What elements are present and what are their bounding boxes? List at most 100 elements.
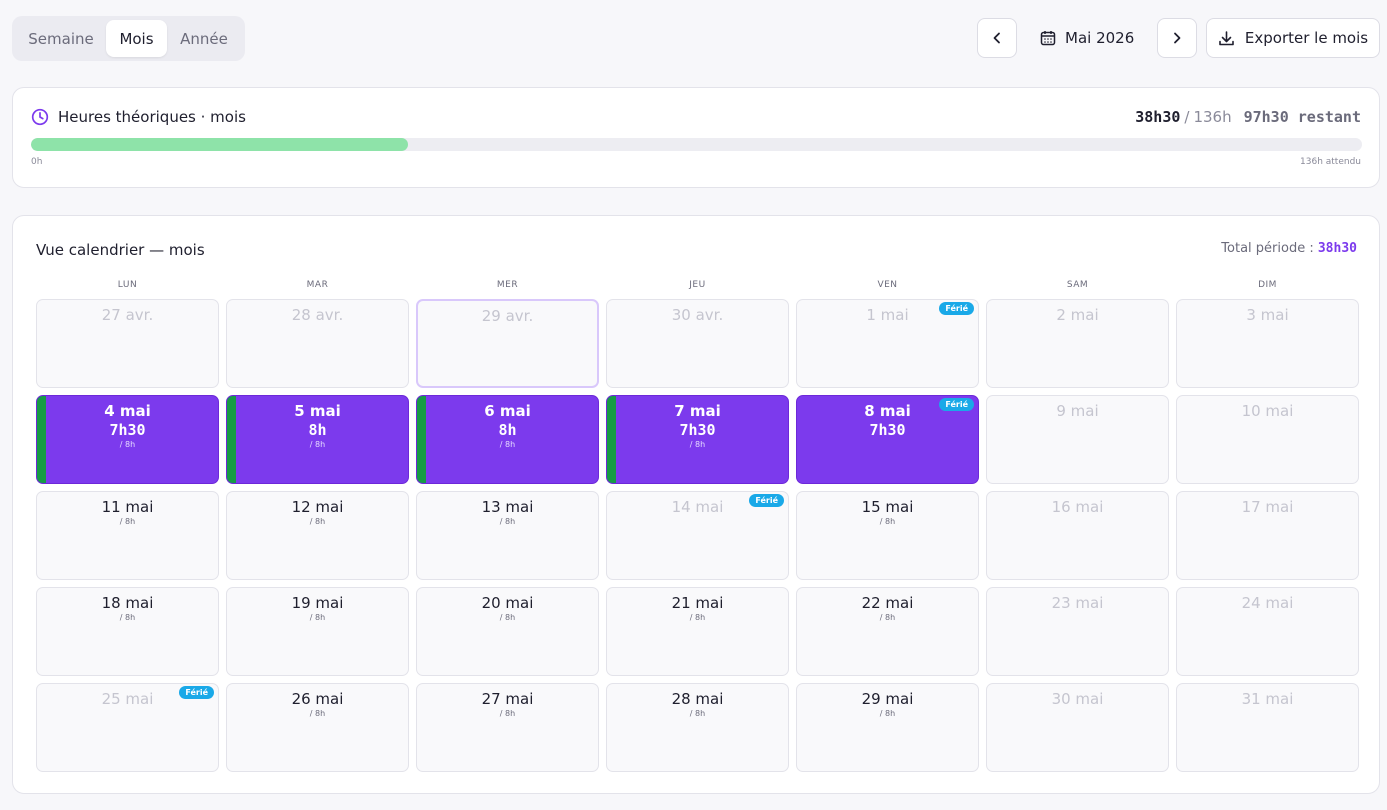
calendar-day[interactable]: Férié 1 mai — [796, 299, 979, 388]
day-date: 28 avr. — [291, 306, 344, 324]
calendar-title: Vue calendrier — mois — [36, 241, 205, 259]
day-date: 8 mai — [864, 402, 911, 420]
day-target: / 8h — [689, 613, 706, 622]
hours-total: 136h — [1193, 108, 1232, 126]
holiday-badge: Férié — [749, 494, 784, 507]
calendar-day[interactable]: 26 mai/ 8h — [226, 683, 409, 772]
day-date: 16 mai — [1051, 498, 1104, 516]
calendar-day[interactable]: Férié 8 mai 7h30 — [796, 395, 979, 484]
view-month-tab[interactable]: Mois — [106, 20, 167, 57]
day-hours: 8h — [308, 421, 327, 439]
day-date: 5 mai — [294, 402, 341, 420]
calendar-day[interactable]: 18 mai/ 8h — [36, 587, 219, 676]
hours-title-text: Heures théoriques · mois — [58, 108, 246, 126]
calendar-day[interactable]: 6 mai 8h/ 8h — [416, 395, 599, 484]
export-month-button[interactable]: Exporter le mois — [1206, 18, 1380, 58]
calendar-day[interactable]: 29 avr. — [416, 299, 599, 388]
weekday-tue: MAR — [306, 280, 329, 290]
day-date: 7 mai — [674, 402, 721, 420]
day-date: 14 mai — [671, 498, 724, 516]
worked-indicator — [607, 396, 616, 483]
next-month-button[interactable] — [1157, 18, 1197, 58]
day-target: / 8h — [879, 613, 896, 622]
calendar-day[interactable]: 28 avr. — [226, 299, 409, 388]
calendar-day[interactable]: 29 mai/ 8h — [796, 683, 979, 772]
hours-progress-fill — [31, 138, 408, 151]
hours-figures: 38h30 / 136h 97h30 restant — [1135, 108, 1361, 126]
holiday-badge: Férié — [179, 686, 214, 699]
period-total-value: 38h30 — [1317, 241, 1357, 256]
weekday-sat: SAM — [1066, 280, 1089, 290]
calendar-day[interactable]: 2 mai — [986, 299, 1169, 388]
day-target: / 8h — [499, 440, 516, 449]
calendar-day[interactable]: Férié 25 mai — [36, 683, 219, 772]
day-date: 17 mai — [1241, 498, 1294, 516]
day-date: 28 mai — [671, 690, 724, 708]
calendar-icon — [1040, 31, 1056, 46]
day-hours: 8h — [498, 421, 517, 439]
calendar-day[interactable]: 19 mai/ 8h — [226, 587, 409, 676]
hours-title: Heures théoriques · mois — [31, 108, 246, 126]
calendar-day[interactable]: 5 mai 8h/ 8h — [226, 395, 409, 484]
calendar-day[interactable]: 28 mai/ 8h — [606, 683, 789, 772]
period-total: Total période : 38h30 — [1221, 241, 1357, 256]
calendar-day[interactable]: 30 avr. — [606, 299, 789, 388]
progress-min-label: 0h — [31, 157, 43, 167]
calendar-card: Vue calendrier — mois Total période : 38… — [12, 215, 1380, 794]
worked-indicator — [417, 396, 426, 483]
period-total-label: Total période : — [1221, 241, 1318, 256]
download-icon — [1219, 30, 1234, 45]
period-label: Mai 2026 — [1040, 18, 1134, 58]
day-date: 13 mai — [481, 498, 534, 516]
calendar-day[interactable]: 21 mai/ 8h — [606, 587, 789, 676]
worked-indicator — [37, 396, 46, 483]
day-date: 30 mai — [1051, 690, 1104, 708]
calendar-day[interactable]: 31 mai — [1176, 683, 1359, 772]
weekday-fri: VEN — [877, 280, 898, 290]
view-year-tab[interactable]: Année — [180, 29, 228, 48]
day-target: / 8h — [689, 440, 706, 449]
day-target: / 8h — [309, 517, 326, 526]
hours-progress-bar — [31, 138, 1362, 151]
calendar-day[interactable]: 27 mai/ 8h — [416, 683, 599, 772]
day-date: 19 mai — [291, 594, 344, 612]
hours-done: 38h30 — [1135, 108, 1181, 126]
calendar-day[interactable]: 22 mai/ 8h — [796, 587, 979, 676]
calendar-day[interactable]: 11 mai/ 8h — [36, 491, 219, 580]
calendar-day[interactable]: 4 mai 7h30/ 8h — [36, 395, 219, 484]
day-date: 3 mai — [1246, 306, 1289, 324]
day-target: / 8h — [879, 517, 896, 526]
calendar-day[interactable]: 23 mai — [986, 587, 1169, 676]
hours-remaining: 97h30 restant — [1243, 108, 1361, 126]
day-date: 21 mai — [671, 594, 724, 612]
calendar-day[interactable]: 12 mai/ 8h — [226, 491, 409, 580]
previous-month-button[interactable] — [977, 18, 1017, 58]
calendar-day[interactable]: 24 mai — [1176, 587, 1359, 676]
period-text: Mai 2026 — [1065, 29, 1135, 47]
day-date: 23 mai — [1051, 594, 1104, 612]
calendar-day[interactable]: 13 mai/ 8h — [416, 491, 599, 580]
view-week-tab[interactable]: Semaine — [28, 29, 94, 48]
calendar-day[interactable]: 20 mai/ 8h — [416, 587, 599, 676]
calendar-day[interactable]: 30 mai — [986, 683, 1169, 772]
calendar-day[interactable]: 3 mai — [1176, 299, 1359, 388]
calendar-day[interactable]: Férié 14 mai — [606, 491, 789, 580]
calendar-day[interactable]: 7 mai 7h30/ 8h — [606, 395, 789, 484]
day-date: 18 mai — [101, 594, 154, 612]
calendar-day[interactable]: 10 mai — [1176, 395, 1359, 484]
calendar-day[interactable]: 15 mai/ 8h — [796, 491, 979, 580]
calendar-day[interactable]: 9 mai — [986, 395, 1169, 484]
calendar-day[interactable]: 17 mai — [1176, 491, 1359, 580]
day-hours: 7h30 — [869, 421, 906, 439]
day-target: / 8h — [309, 613, 326, 622]
chevron-left-icon — [993, 32, 1000, 44]
view-switch: Semaine Mois Année — [12, 16, 245, 61]
day-target: / 8h — [499, 517, 516, 526]
day-target: / 8h — [689, 709, 706, 718]
day-date: 4 mai — [104, 402, 151, 420]
day-date: 12 mai — [291, 498, 344, 516]
calendar-day[interactable]: 16 mai — [986, 491, 1169, 580]
calendar-day[interactable]: 27 avr. — [36, 299, 219, 388]
weekday-mon: LUN — [117, 280, 138, 290]
day-date: 29 avr. — [481, 307, 534, 325]
